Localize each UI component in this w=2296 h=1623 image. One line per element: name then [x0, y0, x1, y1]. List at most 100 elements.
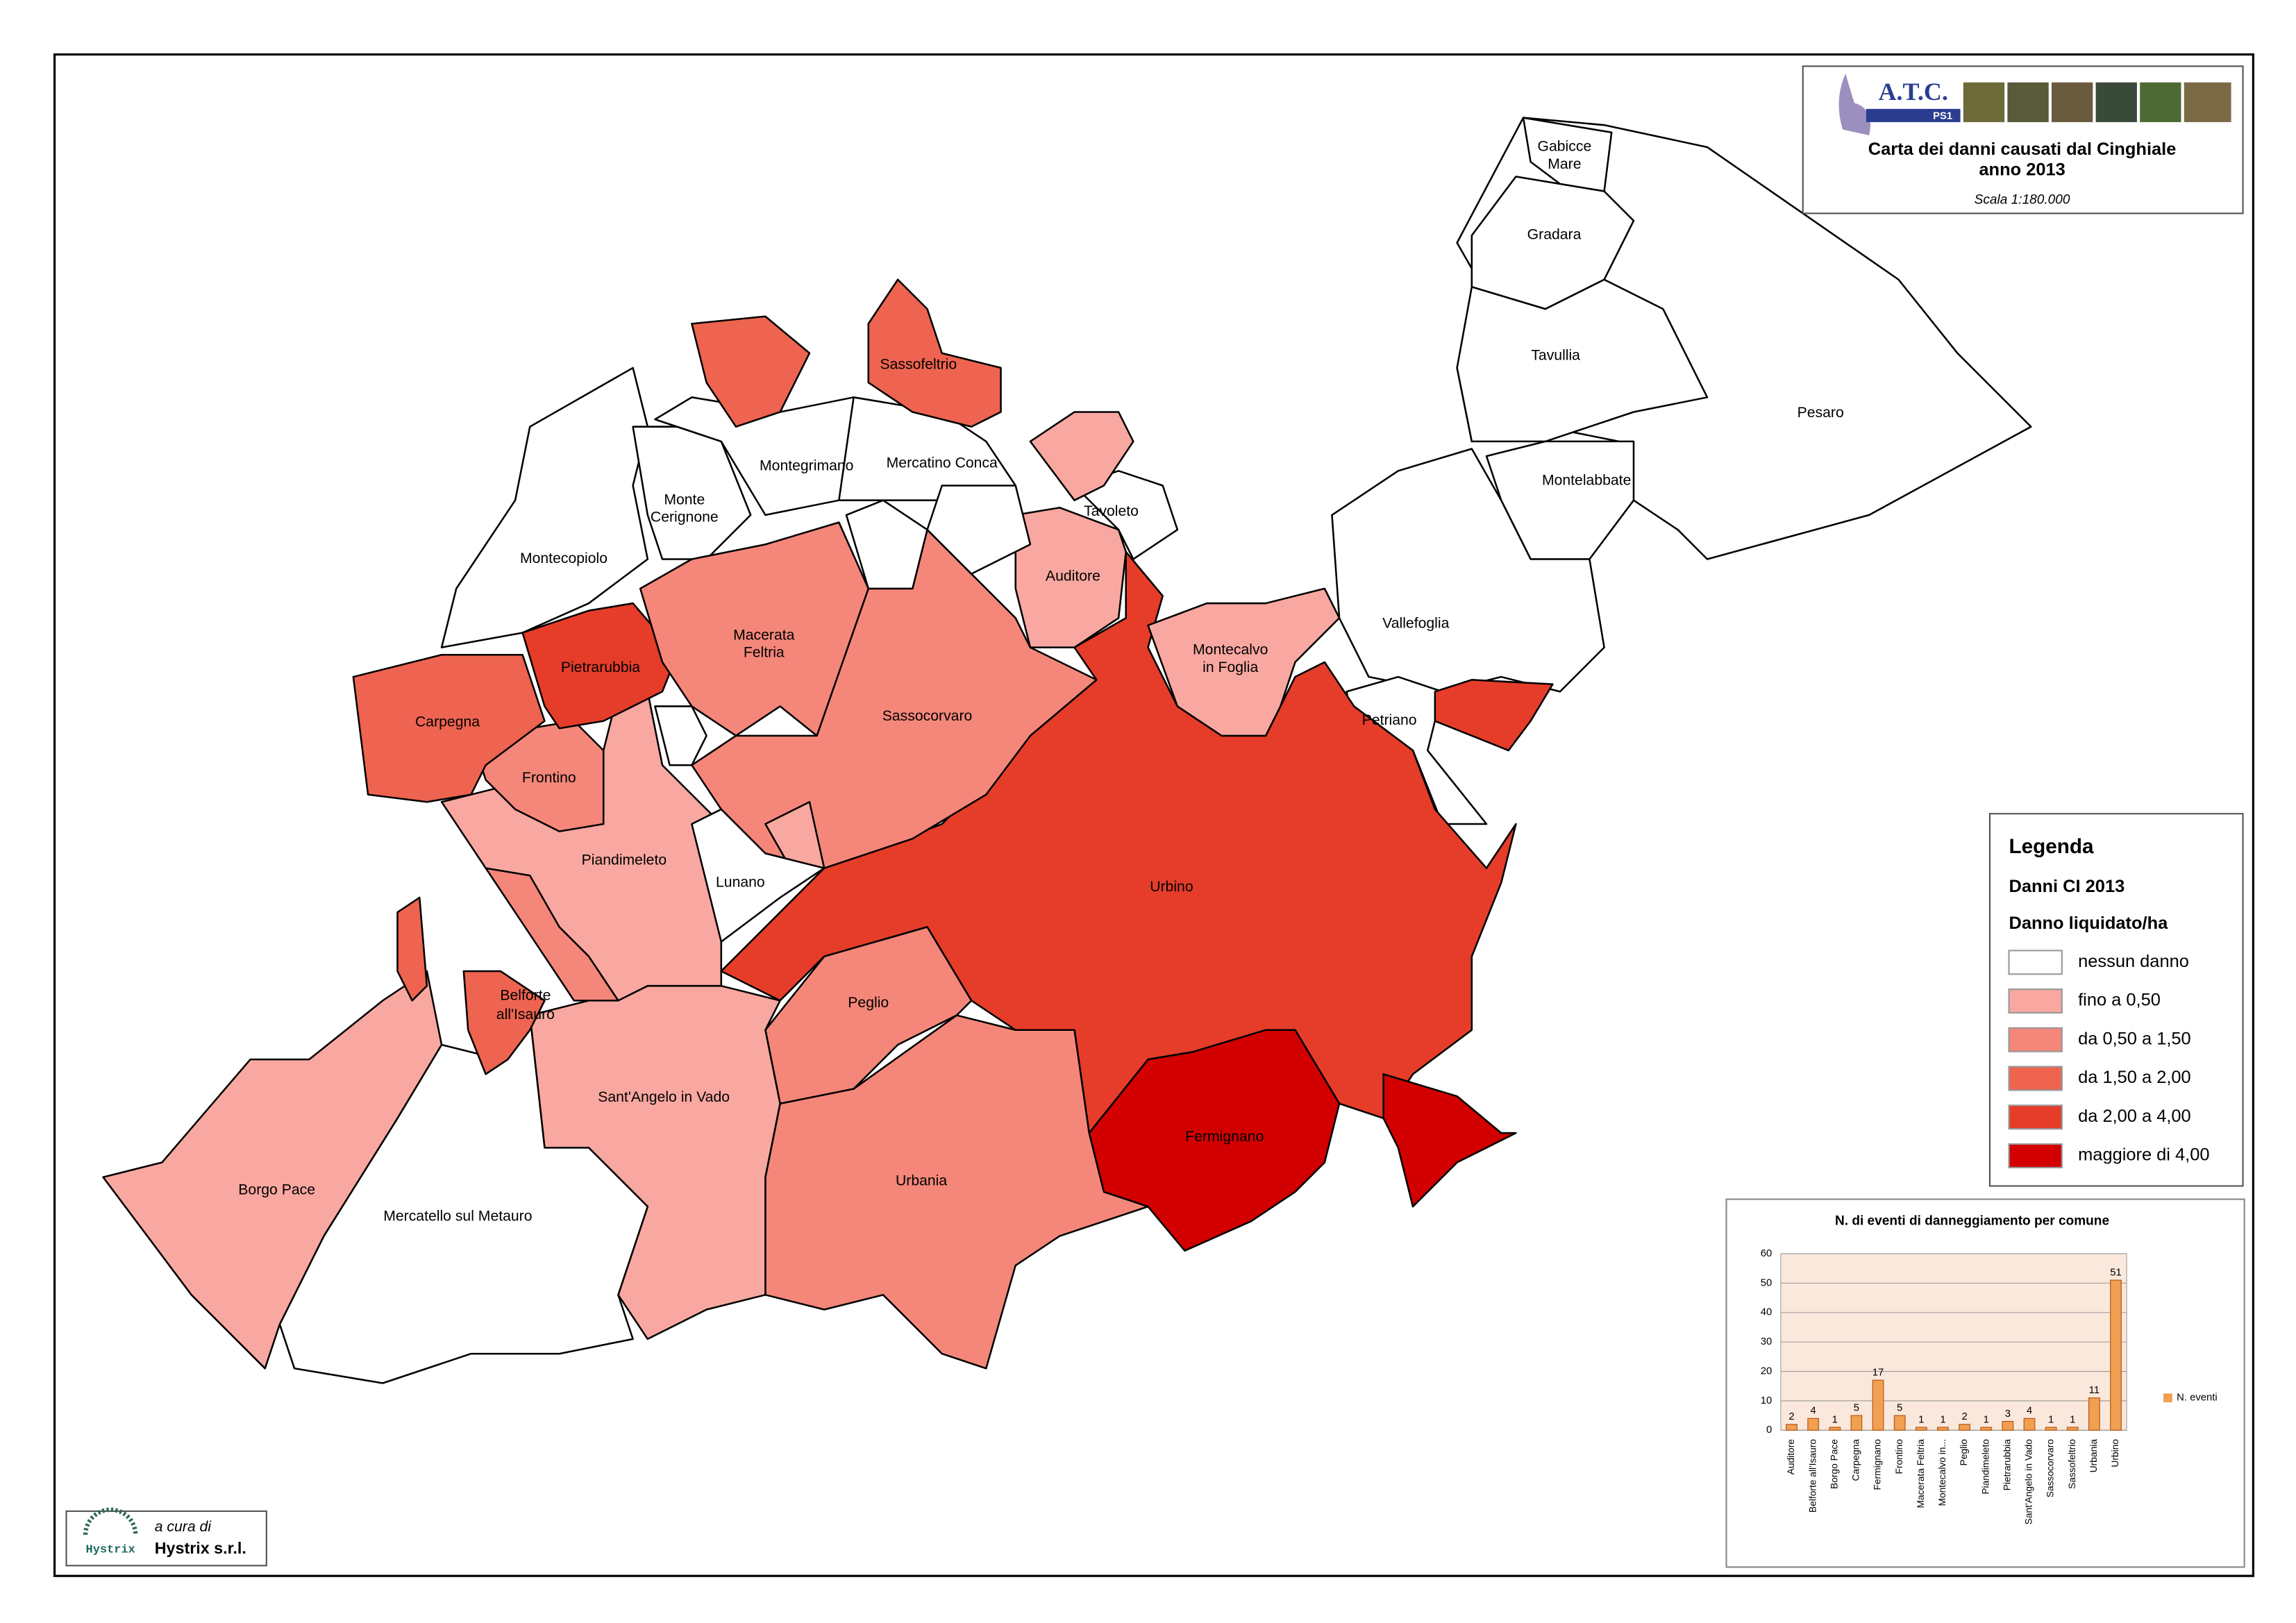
bar: [1937, 1427, 1949, 1431]
bar: [2088, 1397, 2100, 1431]
municipality-label: Feltria: [744, 645, 785, 661]
y-tick-label: 0: [1766, 1424, 1772, 1436]
data-label: 1: [1984, 1414, 1989, 1425]
municipality-label: in Foglia: [1203, 659, 1258, 675]
credit-box: [65, 1510, 267, 1567]
legend-subtitle: Danni CI 2013: [2009, 877, 2125, 896]
legend-label: da 0,50 a 1,50: [2078, 1029, 2191, 1048]
municipality: [1029, 411, 1134, 501]
municipality-label: Auditore: [1046, 569, 1100, 585]
x-tick-label: Sant'Angelo in Vado: [2024, 1439, 2034, 1525]
municipality: [102, 970, 443, 1370]
municipality: [845, 499, 928, 590]
y-tick-label: 50: [1761, 1277, 1773, 1288]
x-tick-label: Macerata Feltria: [1916, 1439, 1926, 1508]
data-label: 4: [2027, 1406, 2032, 1417]
y-tick-label: 20: [1761, 1365, 1773, 1377]
legend-label: nessun danno: [2078, 952, 2189, 971]
data-label: 11: [2089, 1385, 2100, 1396]
data-label: 1: [1832, 1414, 1838, 1425]
logo-photo: [2051, 82, 2093, 122]
legend-swatch: [2008, 1027, 2063, 1052]
legend: Legenda Danni CI 2013 Danno liquidato/ha…: [1988, 813, 2244, 1187]
x-tick-label: Pietrarubbia: [2002, 1439, 2012, 1491]
bar: [2045, 1427, 2057, 1431]
municipality-label: Pietrarubbia: [561, 659, 640, 675]
municipality: [691, 315, 811, 428]
credit: Hystrix a cura di Hystrix s.r.l.: [65, 1507, 267, 1567]
municipality-label: Cerignone: [651, 510, 719, 525]
x-tick-label: Frontino: [1894, 1439, 1904, 1474]
x-tick-label: Carpegna: [1851, 1439, 1861, 1481]
data-label: 1: [1918, 1414, 1924, 1425]
logo-sub: PS1: [1933, 110, 1952, 121]
y-tick-label: 10: [1761, 1395, 1773, 1406]
municipality-label: Macerata: [733, 627, 795, 643]
municipality: [1014, 507, 1127, 648]
data-label: 4: [1811, 1406, 1816, 1417]
legend-label: da 2,00 a 4,00: [2078, 1107, 2191, 1126]
map-labels: Gabicce Mare Gradara Tavullia Pesaro Mon…: [238, 139, 1843, 1225]
data-label: 1: [2070, 1414, 2075, 1425]
municipality-label: Sant'Angelo in Vado: [598, 1089, 730, 1105]
municipality-label: Mercatino Conca: [887, 455, 998, 471]
legend-swatch: [2163, 1393, 2172, 1403]
municipality-label: Lunano: [716, 874, 765, 890]
map-subtitle: anno 2013: [1979, 160, 2065, 180]
bar: [1850, 1415, 1863, 1431]
y-tick-label: 60: [1761, 1248, 1773, 1259]
municipality-label: Peglio: [848, 995, 889, 1011]
credit-name: Hystrix s.r.l.: [155, 1539, 246, 1557]
municipality-label: Petriano: [1362, 712, 1417, 728]
x-tick-label: Urbania: [2088, 1439, 2099, 1473]
municipality: [352, 653, 546, 803]
logo-hare: [1838, 73, 1871, 136]
logo-photo: [1963, 82, 2005, 122]
municipality-label: Tavullia: [1531, 348, 1580, 364]
bar: [1893, 1415, 1906, 1431]
legend-swatch: [2008, 950, 2063, 975]
credit-prefix: a cura di: [155, 1519, 212, 1535]
credit-logo-mark: [83, 1507, 138, 1535]
municipality-label: Piandimeleto: [582, 852, 667, 868]
header: A.T.C. PS1 Carta dei danni causati dal C…: [1802, 65, 2244, 215]
municipality: [521, 602, 678, 730]
x-tick-label: Fermignano: [1872, 1439, 1883, 1490]
x-tick-label: Montecalvo in...: [1937, 1439, 1947, 1506]
data-label: 2: [1961, 1411, 1967, 1422]
municipality-label: Carpegna: [415, 714, 480, 730]
data-label: 51: [2110, 1267, 2122, 1278]
municipality: [654, 705, 707, 766]
bar: [1915, 1427, 1927, 1431]
logo-photo: [2095, 82, 2137, 122]
bar: [1786, 1424, 1798, 1431]
municipality-label: all'Isauro: [496, 1007, 555, 1023]
bar: [2023, 1418, 2036, 1431]
logo-title: A.T.C.: [1879, 78, 1948, 106]
municipality-label: Sassofeltrio: [880, 356, 957, 372]
legend-label: fino a 0,50: [2078, 991, 2161, 1010]
data-label: 17: [1872, 1368, 1884, 1379]
municipality: [764, 926, 973, 1105]
municipality-label: Vallefoglia: [1382, 615, 1449, 631]
legend-label: N. eventi: [2177, 1393, 2218, 1404]
y-tick-label: 30: [1761, 1336, 1773, 1347]
municipality-label: Frontino: [522, 770, 576, 786]
municipality: [1456, 278, 1709, 443]
map-scale: Scala 1:180.000: [1975, 192, 2070, 207]
municipality-label: Montelabbate: [1542, 473, 1631, 489]
x-tick-label: Borgo Pace: [1829, 1439, 1839, 1489]
bar: [1980, 1427, 1993, 1431]
municipality-label: Belforte: [500, 988, 551, 1004]
municipality: [691, 808, 826, 943]
municipality: [1382, 1073, 1517, 1208]
legend-swatch: [2008, 988, 2063, 1014]
municipality-label: Sassocorvaro: [882, 708, 973, 724]
municipality-label: Monte: [664, 491, 705, 507]
municipality-label: Fermignano: [1185, 1129, 1264, 1145]
data-label: 5: [1854, 1402, 1859, 1413]
legend-swatch: [2008, 1143, 2063, 1169]
x-tick-label: Sassocorvaro: [2045, 1439, 2056, 1498]
municipality-label: Montecopiolo: [520, 550, 607, 566]
